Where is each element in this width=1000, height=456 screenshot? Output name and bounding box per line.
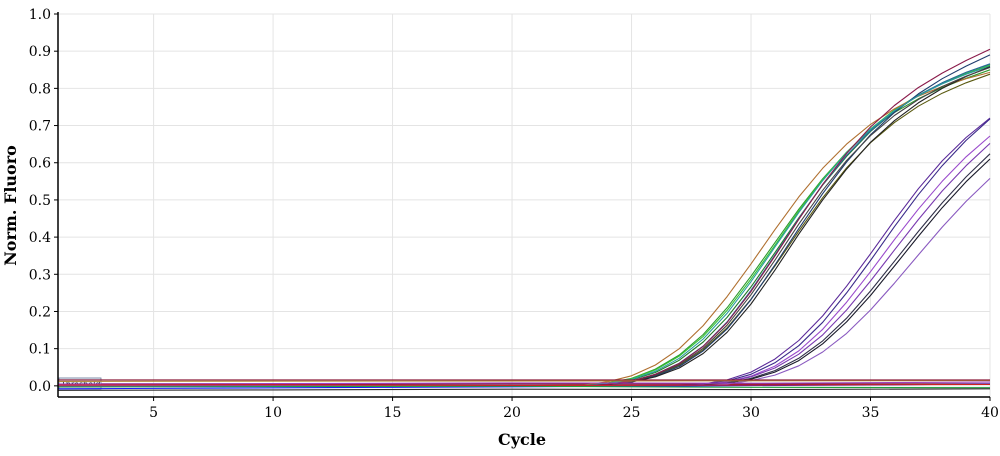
x-tick-label: 40	[981, 405, 999, 421]
y-tick-label: 0.7	[29, 119, 51, 135]
y-tick-label: 0.5	[29, 193, 51, 209]
series-line-10	[58, 66, 991, 387]
series-line-13	[58, 118, 991, 387]
y-tick-label: 1.0	[29, 7, 51, 23]
y-tick-label: 0.3	[29, 267, 51, 283]
y-tick-label: 0.4	[29, 230, 51, 246]
series-line-2	[58, 63, 991, 387]
y-axis-title: Norm. Fluoro	[1, 145, 20, 266]
series-line-11	[58, 48, 991, 387]
series-line-3	[58, 64, 991, 387]
grid	[58, 13, 991, 397]
y-tick-label: 0.8	[29, 81, 51, 97]
series-line-23	[57, 385, 991, 389]
series-line-9	[58, 66, 991, 387]
series-lines	[57, 48, 991, 391]
y-tick-label: 0.9	[29, 44, 51, 60]
x-tick-label: 25	[623, 405, 641, 421]
y-tick-label: 0.6	[29, 156, 51, 172]
series-line-6	[58, 54, 991, 387]
series-line-4	[58, 73, 991, 387]
series-line-15	[58, 142, 991, 387]
x-tick-label: 5	[149, 405, 158, 421]
series-line-7	[58, 63, 991, 387]
series-line-1	[58, 69, 991, 387]
x-axis-title: Cycle	[498, 430, 546, 449]
y-tick-label: 0.2	[29, 304, 51, 320]
x-tick-label: 35	[862, 405, 880, 421]
x-tick-label: 10	[264, 405, 282, 421]
x-tick-label: 30	[742, 405, 760, 421]
x-tick-label: 15	[384, 405, 402, 421]
series-line-25	[57, 388, 991, 391]
axes	[57, 12, 990, 398]
tick-labels: 5 10 15 20 25 30 35 40 0.0 0.1 0.2 0.3 0.4 0.5 0.6 0.7 0…	[29, 7, 999, 421]
series-line-16	[58, 158, 991, 387]
series-line-24	[57, 383, 991, 387]
x-tick-label: 20	[503, 405, 521, 421]
y-tick-label: 0.0	[29, 379, 51, 395]
series-line-22	[57, 381, 991, 385]
series-line-5	[58, 71, 991, 387]
series-line-17	[58, 153, 991, 387]
y-tick-label: 0.1	[29, 342, 51, 358]
series-line-8	[58, 65, 991, 387]
series-line-19	[57, 380, 991, 382]
